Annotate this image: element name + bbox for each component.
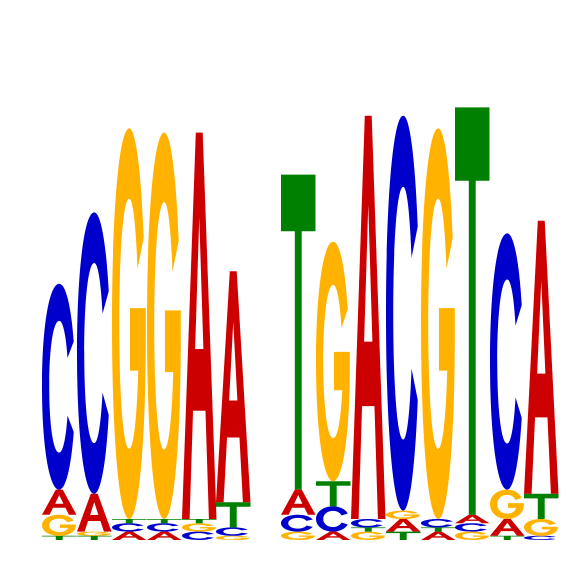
logo-letter-a-pos4	[147, 531, 182, 540]
logo-letter-a-pos14	[524, 220, 559, 494]
logo-letter-g-pos9	[351, 531, 385, 540]
logo-letter-t-pos7	[281, 174, 316, 490]
logo-letter-a-pos10	[386, 519, 421, 532]
logo-letter-g-pos11	[421, 128, 455, 519]
logo-letter-g-pos4	[147, 132, 181, 519]
logo-letter-a-pos8	[316, 531, 351, 540]
logo-letter-g-pos14	[524, 519, 558, 536]
logo-letter-a-pos13	[490, 519, 525, 536]
logo-letter-t-pos14	[524, 493, 559, 519]
logo-letter-a-pos1	[42, 489, 77, 515]
logo-letter-t-pos10	[386, 531, 421, 540]
logo-letter-c-pos8	[316, 506, 348, 532]
logo-letter-c-pos11	[421, 519, 453, 528]
logo-letter-c-pos12	[455, 523, 487, 532]
logo-letter-t-pos3	[112, 519, 147, 524]
logo-letter-a-pos7	[281, 489, 316, 515]
logo-letter-a-pos3	[112, 531, 147, 540]
logo-letter-t-pos9	[351, 527, 386, 532]
logo-letter-c-pos10	[386, 115, 418, 511]
logo-letter-g-pos12	[455, 531, 489, 540]
logo-letter-a-pos2	[77, 493, 112, 532]
logo-letter-c-pos3	[112, 523, 144, 532]
logo-letter-c-pos9	[351, 519, 383, 528]
logo-letter-c-pos4	[147, 523, 179, 532]
logo-letter-a-pos12	[455, 514, 490, 524]
logo-letter-t-pos13	[490, 535, 525, 540]
logo-letter-g-pos3	[112, 128, 146, 519]
logo-letter-t-pos2	[77, 535, 112, 540]
logo-letter-t-pos12	[455, 107, 490, 515]
logo-letter-t-pos1	[42, 535, 77, 540]
logo-letter-a-pos5	[182, 132, 217, 519]
logo-letter-g-pos13	[490, 489, 524, 519]
logo-letter-a-pos9	[351, 115, 386, 520]
logo-letter-c-pos6	[216, 527, 248, 536]
logo-letter-t-pos5	[182, 519, 217, 524]
logo-letter-c-pos7	[281, 514, 313, 532]
logo-letter-t-pos11	[421, 527, 456, 532]
logo-letter-a-pos6	[216, 271, 251, 503]
logo-letter-g-pos7	[281, 531, 315, 540]
logo-letter-g-pos1	[42, 514, 76, 536]
logo-letter-g-pos2	[77, 531, 111, 536]
logo-letter-t-pos8	[316, 481, 351, 507]
logo-letter-c-pos5	[182, 531, 214, 540]
logo-letter-g-pos5	[182, 523, 216, 532]
logo-letter-c-pos14	[524, 535, 556, 540]
logo-letter-g-pos10	[386, 510, 420, 519]
logo-letter-t-pos6	[216, 502, 251, 528]
logo-letter-a-pos11	[421, 531, 456, 540]
logo-letter-c-pos2	[77, 212, 109, 494]
logo-letter-g-pos6	[216, 535, 250, 540]
logo-letter-c-pos13	[490, 233, 522, 490]
logo-letter-g-pos8	[316, 241, 350, 482]
logo-letter-t-pos4	[147, 519, 182, 524]
logo-letter-c-pos1	[42, 283, 74, 490]
